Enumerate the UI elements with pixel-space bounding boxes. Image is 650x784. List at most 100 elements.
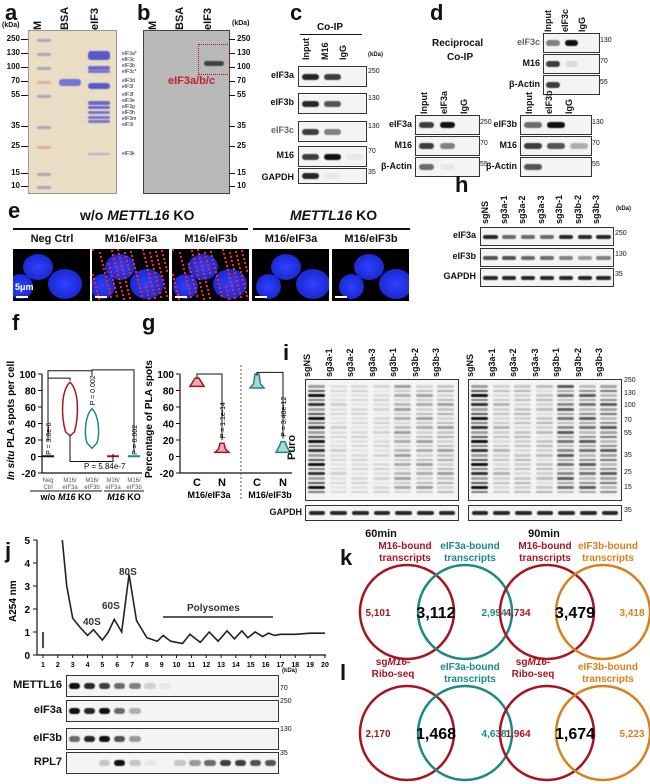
blot-band [492,385,510,388]
subunit-label: eIF3e [122,98,135,104]
blot-band [394,440,411,443]
blot-band [578,472,596,475]
blot-band [351,467,368,471]
marker-tick [21,95,28,96]
image-label: M16/eIF3b [344,233,398,245]
blot-band [68,708,81,714]
blot-band [558,255,574,260]
y-tick-label: -20 [22,469,37,480]
venn-overlap-count: 3,112 [416,605,455,622]
pla-spot [225,261,227,263]
pla-spot [101,260,103,262]
pla-spot [208,268,210,270]
pla-spot [131,255,133,257]
pla-spot [113,283,115,285]
pla-spot [233,268,235,270]
kda-label: (kDa) [616,206,632,212]
blot-band [578,421,596,425]
pla-spot [97,294,99,296]
mw-label: 250 [368,68,380,75]
blot-band [600,477,617,480]
blot-band [557,412,574,416]
pla-spot [112,279,114,281]
x-tick-label: 7 [130,662,134,669]
y-tick-label: 80 [163,387,175,398]
venn-right-count: 5,223 [619,729,644,740]
blot-band [395,511,412,515]
y-tick-label: 5 [24,536,30,547]
blot-band [437,458,454,462]
blot-band [492,444,510,448]
blot-band [600,486,617,489]
pla-spot [228,298,230,300]
blot-eIF3b [66,728,279,750]
subunit-label: eIF3k [122,151,135,157]
venn-circle-left [358,563,456,661]
blot-band [324,153,341,160]
blot-band [564,61,579,67]
venn-overlap-count: 1,674 [555,726,595,743]
blot-band [351,477,368,480]
row-label: GAPDH [261,172,294,182]
blot-band [600,440,617,443]
significance-bracket [256,371,284,439]
pla-spot [136,275,138,277]
blot-band [329,486,347,489]
marker-label: 130 [6,48,20,57]
blot-band [37,81,51,84]
blot-band [59,79,81,86]
blot-band [578,486,596,489]
x-tick-label: 14 [232,662,240,669]
venn-right-title: transcripts [582,674,634,685]
violin [213,442,231,454]
group-divider-ko [253,228,410,230]
peak-label-60s: 60S [102,601,120,612]
blot-band [144,683,156,689]
pla-spot [118,253,120,255]
pla-spot [202,269,204,271]
blot-eIF3b [298,93,367,114]
blot-band [437,417,454,420]
blot-band [415,403,433,406]
blot-band [596,234,611,239]
blot-band [372,449,390,452]
x-tick-label: 20 [321,662,329,669]
category-label: eIF3a [105,485,121,491]
pla-spot [96,290,98,292]
pla-spot [156,255,158,257]
y-tick-label: 1 [24,628,30,639]
pla-spot [172,249,174,251]
blot-band [557,394,574,397]
blot-band [83,736,96,742]
venn-left-title-2: Ribo-seq [372,669,415,680]
blot-band [37,67,51,70]
blot-band [394,463,411,466]
x-tick-label: 9 [160,662,164,669]
blot-band [557,467,574,471]
blot-band [514,417,531,420]
blot-band [471,385,488,388]
blot-band [437,463,454,466]
blot-band [600,426,617,429]
blot-band [514,408,531,411]
marker-label: 55 [11,90,20,99]
blot-band [372,403,390,406]
blot-band [471,472,488,475]
pla-spot [114,287,116,289]
blot-band [471,440,488,443]
pla-spot [242,279,244,281]
text-part: w/o [39,492,58,502]
blot-band [372,421,390,425]
blot-band [558,511,575,515]
pla-spot [179,252,181,254]
pla-spot [144,257,146,259]
blot-band [394,435,411,439]
blot-band [394,421,411,425]
gapdh-blot [305,505,459,521]
pla-spot [226,290,228,292]
blot-band [483,275,498,280]
category-label: C [193,477,201,489]
blot-band [600,444,617,448]
x-tick-label: 12 [202,662,210,669]
pla-spot [218,283,220,285]
